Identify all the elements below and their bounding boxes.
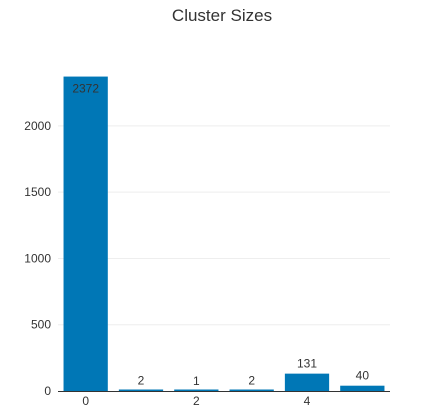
chart-title: Cluster Sizes [172,6,272,25]
x-tick-label: 4 [304,394,311,408]
y-tick-label: 0 [44,384,51,398]
data-label-cluster-3: 2 [248,374,255,388]
bar-cluster-4[interactable] [284,373,330,391]
gridlines [58,125,390,326]
data-label-cluster-4: 131 [297,357,317,371]
y-axis: 0 500 1000 1500 2000 [24,119,51,398]
data-label-cluster-1: 2 [138,374,145,388]
data-label-cluster-0: 2372 [72,82,99,96]
bars [63,76,385,392]
data-labels: 2372 2 1 2 131 40 [72,82,369,388]
x-tick-label: 0 [82,394,89,408]
data-label-cluster-5: 40 [356,369,370,383]
y-tick-label: 2000 [24,119,51,133]
data-label-cluster-2: 1 [193,374,200,388]
x-tick-label: 2 [193,394,200,408]
y-tick-label: 1000 [24,251,51,265]
bar-cluster-0[interactable] [63,76,108,391]
y-tick-label: 500 [31,318,51,332]
x-axis: 0 2 4 [58,391,390,408]
y-tick-label: 1500 [24,185,51,199]
bar-cluster-5[interactable] [340,385,385,391]
bar-cluster-2[interactable] [174,389,219,392]
bar-cluster-3[interactable] [229,389,274,392]
bar-cluster-1[interactable] [118,389,164,392]
